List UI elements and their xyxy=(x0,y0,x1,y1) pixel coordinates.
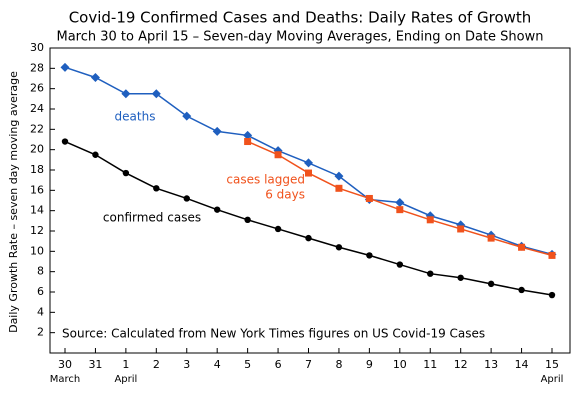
point xyxy=(548,291,556,299)
x-tick-label: 15 xyxy=(545,358,559,371)
y-tick-label: 12 xyxy=(30,224,44,237)
y-tick-label: 28 xyxy=(30,61,44,74)
x-tick-label: 9 xyxy=(366,358,373,371)
point xyxy=(365,194,373,202)
point xyxy=(457,225,465,233)
y-tick-label: 24 xyxy=(30,102,44,115)
point xyxy=(61,138,69,145)
x-tick-label: 30 xyxy=(58,358,72,371)
point xyxy=(548,251,556,259)
x-month-label: April xyxy=(541,374,564,385)
series-label: cases lagged xyxy=(226,173,305,187)
chart-title: Covid-19 Confirmed Cases and Deaths: Dai… xyxy=(69,9,532,27)
point xyxy=(305,169,312,177)
point xyxy=(244,216,251,224)
point xyxy=(335,184,343,192)
y-tick-label: 18 xyxy=(30,163,44,176)
point xyxy=(182,111,192,121)
point xyxy=(92,151,99,158)
point xyxy=(151,89,161,99)
y-tick-label: 26 xyxy=(30,82,44,95)
series-label: 6 days xyxy=(265,188,305,202)
point xyxy=(457,274,464,281)
y-tick-label: 4 xyxy=(37,305,44,318)
x-tick-label: 1 xyxy=(122,358,129,371)
series-label: deaths xyxy=(115,110,156,124)
point xyxy=(334,171,344,181)
point xyxy=(274,225,282,233)
x-tick-label: 12 xyxy=(454,358,468,371)
point xyxy=(90,72,100,82)
x-tick-label: 11 xyxy=(423,358,437,371)
x-tick-label: 31 xyxy=(88,358,102,371)
y-tick-label: 10 xyxy=(30,244,44,257)
y-tick-label: 22 xyxy=(30,122,44,135)
source-note: Source: Calculated from New York Times f… xyxy=(62,327,485,341)
plot-frame xyxy=(49,47,571,354)
point xyxy=(396,206,404,214)
point xyxy=(183,195,190,202)
x-tick-label: 14 xyxy=(515,358,529,371)
point xyxy=(122,169,130,177)
x-tick-label: 3 xyxy=(183,358,190,371)
point xyxy=(243,130,253,140)
point xyxy=(518,286,525,294)
y-tick-label: 6 xyxy=(37,285,44,298)
x-tick-label: 5 xyxy=(244,358,251,371)
point xyxy=(244,138,252,146)
y-tick-label: 8 xyxy=(37,265,44,278)
point xyxy=(427,270,434,277)
point xyxy=(487,280,495,288)
x-tick-label: 13 xyxy=(484,358,498,371)
point xyxy=(426,216,434,224)
point xyxy=(60,62,70,72)
point xyxy=(121,89,131,99)
point xyxy=(305,234,312,242)
y-tick-label: 2 xyxy=(37,326,44,339)
point xyxy=(518,243,526,251)
y-axis-label: Daily Growth Rate – seven day moving ave… xyxy=(7,71,20,333)
x-tick-label: 7 xyxy=(305,358,312,371)
point xyxy=(212,126,222,136)
x-tick-label: 6 xyxy=(275,358,282,371)
series-label: confirmed cases xyxy=(103,211,201,225)
point xyxy=(487,234,495,242)
x-tick-label: 10 xyxy=(393,358,407,371)
point xyxy=(366,252,373,259)
y-tick-label: 20 xyxy=(30,143,44,156)
point xyxy=(396,261,404,268)
point xyxy=(213,206,221,213)
x-tick-label: 4 xyxy=(214,358,221,371)
x-tick-label: 8 xyxy=(335,358,342,371)
point xyxy=(304,158,313,168)
point xyxy=(274,151,282,159)
x-month-label: March xyxy=(50,374,80,385)
y-tick-label: 14 xyxy=(30,204,44,217)
chart-subtitle: March 30 to April 15 – Seven-day Moving … xyxy=(57,30,544,45)
point xyxy=(395,198,405,208)
x-tick-label: 2 xyxy=(153,358,160,371)
y-tick-label: 16 xyxy=(30,183,44,196)
point xyxy=(153,185,160,192)
x-month-label: April xyxy=(114,374,137,385)
y-tick-label: 30 xyxy=(30,41,44,54)
point xyxy=(335,244,343,251)
